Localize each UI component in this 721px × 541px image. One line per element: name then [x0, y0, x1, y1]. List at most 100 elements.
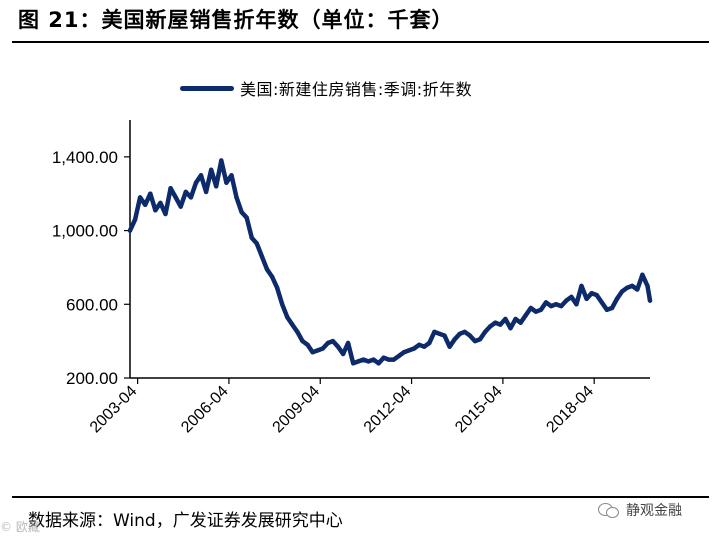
data-point	[396, 353, 402, 359]
data-point	[198, 173, 204, 178]
data-point	[635, 287, 640, 292]
chart-legend: 美国:新建住房销售:季调:折年数	[180, 76, 472, 100]
legend-swatch	[180, 85, 234, 91]
data-point	[376, 361, 381, 366]
data-point	[193, 180, 199, 185]
bottom-rule	[12, 496, 709, 498]
data-point	[447, 344, 452, 349]
data-point	[553, 302, 559, 307]
data-point	[523, 313, 528, 318]
data-point	[437, 331, 442, 336]
x-tick-label: 2018-04	[543, 383, 597, 437]
data-point	[361, 357, 366, 362]
data-point	[477, 337, 483, 342]
y-tick-label: 1,400.00	[52, 148, 118, 167]
x-tick-label: 2006-04	[178, 383, 232, 437]
data-point	[224, 180, 229, 185]
data-point	[594, 292, 599, 298]
data-point	[274, 285, 280, 290]
data-point	[482, 329, 488, 335]
data-point	[619, 289, 625, 294]
y-tick-label: 1,000.00	[52, 222, 118, 241]
data-point	[249, 235, 254, 241]
data-point	[548, 303, 554, 309]
data-point	[325, 340, 331, 346]
data-point	[543, 300, 549, 305]
data-point	[163, 211, 168, 217]
data-point	[300, 338, 305, 344]
data-point	[143, 202, 148, 207]
data-point	[503, 316, 508, 322]
data-point	[295, 329, 300, 335]
data-point	[604, 307, 610, 312]
data-point	[203, 189, 209, 195]
data-point	[508, 326, 513, 331]
data-point	[579, 283, 584, 289]
data-point	[137, 195, 143, 200]
data-point	[647, 298, 653, 303]
data-point	[417, 342, 422, 347]
data-point	[178, 204, 183, 209]
watermark: 静观金融	[598, 500, 682, 520]
data-point	[335, 344, 341, 349]
data-point	[630, 283, 635, 289]
data-point	[269, 274, 275, 279]
data-point	[371, 357, 376, 362]
data-point	[214, 184, 219, 189]
data-point	[366, 359, 371, 364]
data-point	[290, 322, 295, 327]
data-point	[356, 359, 361, 364]
data-point	[569, 294, 574, 300]
figure-title: 图 21：美国新屋销售折年数（单位：千套）	[18, 8, 454, 32]
source-note: 数据来源：Wind，广发证券发展研究中心	[28, 511, 343, 531]
data-point	[609, 305, 615, 311]
data-point	[427, 340, 432, 346]
data-point	[183, 189, 188, 195]
data-point	[411, 346, 417, 351]
data-point	[244, 215, 249, 220]
data-point	[518, 320, 523, 325]
x-tick-label: 2003-04	[87, 383, 141, 437]
x-tick-label: 2009-04	[270, 383, 324, 437]
data-point	[493, 320, 498, 325]
data-point	[528, 305, 533, 311]
wechat-icon	[598, 501, 620, 519]
data-point	[645, 283, 650, 289]
data-point	[340, 351, 346, 357]
x-tick-label: 2015-04	[452, 383, 506, 437]
data-point	[234, 195, 239, 200]
corner-watermark: © 欧藏	[0, 520, 40, 534]
data-point	[229, 173, 234, 178]
data-point	[381, 355, 386, 360]
data-point	[559, 303, 564, 309]
data-point	[310, 350, 315, 355]
data-point	[305, 342, 310, 347]
data-point	[351, 361, 356, 366]
data-point	[498, 322, 503, 327]
data-point	[488, 324, 493, 329]
data-point	[259, 254, 265, 259]
data-point	[452, 337, 457, 342]
legend-label: 美国:新建住房销售:季调:折年数	[240, 80, 473, 99]
data-point	[584, 296, 589, 301]
data-point	[315, 348, 320, 353]
data-point	[209, 167, 214, 172]
top-rule	[12, 41, 709, 43]
data-point	[127, 228, 133, 233]
watermark-text: 静观金融	[626, 503, 682, 519]
y-tick-label: 600.00	[66, 295, 118, 314]
data-point	[148, 191, 153, 196]
data-point	[513, 316, 518, 322]
data-point	[239, 209, 244, 215]
data-point	[345, 340, 351, 346]
data-point	[254, 241, 259, 246]
data-point	[640, 272, 645, 277]
data-point	[391, 357, 396, 362]
data-point	[173, 195, 178, 200]
data-point	[168, 186, 173, 191]
data-point	[564, 298, 569, 303]
data-point	[406, 348, 412, 353]
x-tick-label: 2012-04	[361, 383, 415, 437]
data-point	[625, 285, 630, 290]
